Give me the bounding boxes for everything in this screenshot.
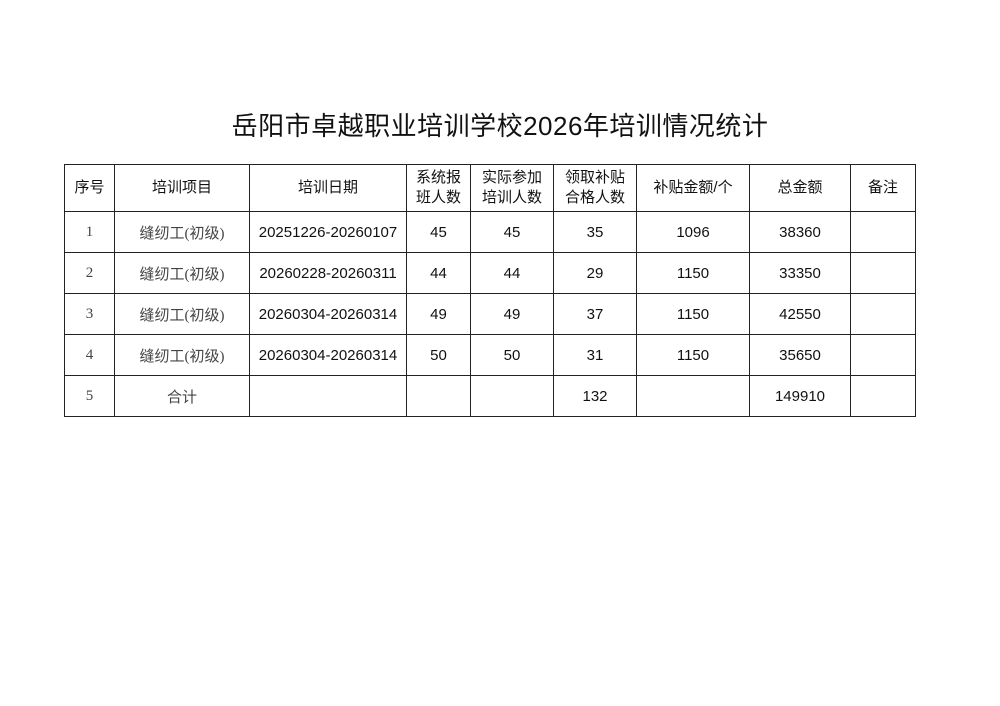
cell-registered: 49 [406, 293, 471, 335]
table-row: 1 缝纫工(初级) 20251226-20260107 45 45 35 1096 38360 [64, 211, 916, 253]
header-attended: 实际参加 培训人数 [470, 164, 554, 212]
header-line: 补贴金额/个 [653, 179, 733, 196]
cell-project: 缝纫工(初级) [114, 211, 250, 253]
cell-qualified: 31 [553, 334, 637, 376]
cell-registered: 45 [406, 211, 471, 253]
header-date: 培训日期 [249, 164, 407, 212]
cell-attended: 50 [470, 334, 554, 376]
cell-project: 缝纫工(初级) [114, 334, 250, 376]
document-title: 岳阳市卓越职业培训学校2026年培训情况统计 [231, 111, 769, 141]
cell-project: 缝纫工(初级) [114, 252, 250, 294]
header-line: 序号 [74, 179, 105, 196]
header-line: 领取补贴 [564, 169, 625, 186]
header-remarks: 备注 [850, 164, 916, 212]
cell-subsidy-per-person: 1150 [636, 293, 750, 335]
header-project: 培训项目 [114, 164, 250, 212]
cell-attended [470, 375, 554, 417]
cell-total-amount: 42550 [749, 293, 851, 335]
cell-project: 缝纫工(初级) [114, 293, 250, 335]
header-line: 实际参加 [481, 169, 542, 186]
header-line: 备注 [867, 179, 898, 196]
cell-remarks [850, 211, 916, 253]
cell-registered: 44 [406, 252, 471, 294]
training-stats-table: 序号 培训项目 培训日期 系统报 班人数 实际参加 培训人数 领取补贴 合格人数 补贴金额/个 总金… [64, 164, 916, 417]
cell-attended: 45 [470, 211, 554, 253]
cell-index: 5 [64, 375, 115, 417]
table-row: 3 缝纫工(初级) 20260304-20260314 49 49 37 1150 42550 [64, 293, 916, 335]
cell-remarks [850, 293, 916, 335]
header-subsidy-per-person: 补贴金额/个 [636, 164, 750, 212]
table-row: 2 缝纫工(初级) 20260228-20260311 44 44 29 1150 33350 [64, 252, 916, 294]
cell-registered: 50 [406, 334, 471, 376]
cell-total-amount: 35650 [749, 334, 851, 376]
cell-index: 1 [64, 211, 115, 253]
total-row: 5 合计 132 149910 [64, 375, 916, 417]
cell-attended: 44 [470, 252, 554, 294]
cell-total-amount: 149910 [749, 375, 851, 417]
header-line: 班人数 [415, 189, 461, 206]
header-total-amount: 总金额 [749, 164, 851, 212]
cell-date [249, 375, 407, 417]
cell-registered [406, 375, 471, 417]
cell-index: 4 [64, 334, 115, 376]
header-line: 培训人数 [481, 189, 542, 206]
cell-subsidy-per-person: 1096 [636, 211, 750, 253]
header-line: 系统报 [415, 169, 461, 186]
header-line: 培训日期 [297, 179, 358, 196]
header-line: 培训项目 [151, 179, 212, 196]
cell-remarks [850, 334, 916, 376]
cell-index: 3 [64, 293, 115, 335]
cell-qualified: 132 [553, 375, 637, 417]
cell-subsidy-per-person: 1150 [636, 252, 750, 294]
cell-project: 合计 [114, 375, 250, 417]
cell-subsidy-per-person [636, 375, 750, 417]
header-row: 序号 培训项目 培训日期 系统报 班人数 实际参加 培训人数 领取补贴 合格人数 补贴金额/个 总金… [64, 164, 916, 212]
cell-total-amount: 33350 [749, 252, 851, 294]
cell-subsidy-per-person: 1150 [636, 334, 750, 376]
table-row: 4 缝纫工(初级) 20260304-20260314 50 50 31 1150 35650 [64, 334, 916, 376]
cell-date: 20260304-20260314 [249, 293, 407, 335]
cell-remarks [850, 252, 916, 294]
cell-qualified: 35 [553, 211, 637, 253]
cell-index: 2 [64, 252, 115, 294]
header-index: 序号 [64, 164, 115, 212]
cell-date: 20251226-20260107 [249, 211, 407, 253]
header-line: 合格人数 [564, 189, 625, 206]
cell-date: 20260304-20260314 [249, 334, 407, 376]
header-registered: 系统报 班人数 [406, 164, 471, 212]
header-qualified: 领取补贴 合格人数 [553, 164, 637, 212]
cell-total-amount: 38360 [749, 211, 851, 253]
cell-qualified: 37 [553, 293, 637, 335]
cell-qualified: 29 [553, 252, 637, 294]
cell-date: 20260228-20260311 [249, 252, 407, 294]
header-line: 总金额 [777, 179, 823, 196]
cell-attended: 49 [470, 293, 554, 335]
cell-remarks [850, 375, 916, 417]
